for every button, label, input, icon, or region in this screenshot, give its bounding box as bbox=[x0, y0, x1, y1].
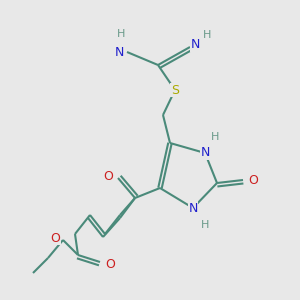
Text: N: N bbox=[114, 46, 124, 59]
Text: S: S bbox=[171, 83, 179, 97]
Text: O: O bbox=[248, 173, 258, 187]
Text: N: N bbox=[190, 38, 200, 52]
Text: H: H bbox=[117, 29, 125, 39]
Text: O: O bbox=[105, 257, 115, 271]
Text: H: H bbox=[203, 30, 211, 40]
Text: H: H bbox=[201, 220, 209, 230]
Text: O: O bbox=[50, 232, 60, 244]
Text: H: H bbox=[211, 132, 219, 142]
Text: N: N bbox=[200, 146, 210, 160]
Text: N: N bbox=[188, 202, 198, 214]
Text: O: O bbox=[103, 169, 113, 182]
